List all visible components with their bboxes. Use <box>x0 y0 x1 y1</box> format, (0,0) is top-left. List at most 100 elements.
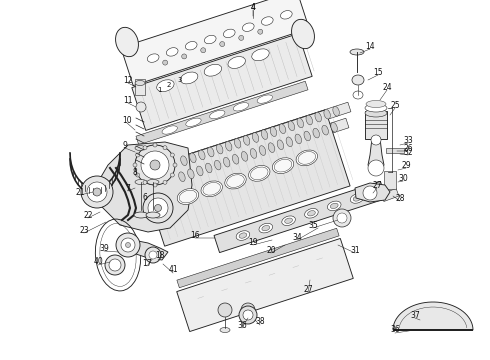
Ellipse shape <box>147 54 159 62</box>
Ellipse shape <box>146 212 160 218</box>
Ellipse shape <box>196 166 203 176</box>
Circle shape <box>150 160 160 170</box>
Ellipse shape <box>134 212 148 218</box>
Ellipse shape <box>233 103 249 111</box>
Circle shape <box>239 306 257 324</box>
Polygon shape <box>136 156 145 174</box>
Ellipse shape <box>280 10 292 19</box>
Ellipse shape <box>179 172 185 181</box>
Ellipse shape <box>232 154 239 164</box>
Circle shape <box>218 303 232 317</box>
Ellipse shape <box>285 218 293 224</box>
Text: 4: 4 <box>250 3 255 12</box>
Circle shape <box>81 176 113 208</box>
Circle shape <box>239 35 244 40</box>
Polygon shape <box>393 302 473 330</box>
Ellipse shape <box>252 49 269 61</box>
Circle shape <box>163 146 167 150</box>
Text: 26: 26 <box>403 144 413 153</box>
Ellipse shape <box>203 183 220 195</box>
Ellipse shape <box>250 149 257 158</box>
Ellipse shape <box>181 156 187 166</box>
Circle shape <box>136 102 146 112</box>
Ellipse shape <box>262 17 273 25</box>
Ellipse shape <box>297 118 303 128</box>
Circle shape <box>143 146 147 150</box>
Circle shape <box>171 153 174 157</box>
Text: 11: 11 <box>123 95 133 104</box>
Ellipse shape <box>274 159 292 172</box>
Ellipse shape <box>217 144 223 154</box>
Ellipse shape <box>296 150 318 166</box>
Ellipse shape <box>365 109 387 117</box>
Ellipse shape <box>288 121 294 131</box>
Polygon shape <box>140 110 350 246</box>
Polygon shape <box>177 238 353 332</box>
Circle shape <box>368 160 384 176</box>
Ellipse shape <box>205 163 212 173</box>
Text: 19: 19 <box>248 238 258 247</box>
Ellipse shape <box>308 211 315 216</box>
Circle shape <box>149 251 157 259</box>
Ellipse shape <box>350 194 364 203</box>
Text: 38: 38 <box>255 318 265 327</box>
Circle shape <box>143 180 147 184</box>
Ellipse shape <box>324 109 330 119</box>
Ellipse shape <box>322 125 328 135</box>
Ellipse shape <box>215 160 221 170</box>
Ellipse shape <box>116 27 139 57</box>
Circle shape <box>163 180 167 184</box>
Circle shape <box>135 145 175 185</box>
Ellipse shape <box>279 124 286 134</box>
Ellipse shape <box>331 122 337 132</box>
Text: 32: 32 <box>403 148 413 157</box>
Circle shape <box>258 29 263 34</box>
Ellipse shape <box>304 131 311 141</box>
Polygon shape <box>365 111 387 139</box>
Text: 21: 21 <box>75 188 85 197</box>
Ellipse shape <box>306 115 313 125</box>
Circle shape <box>154 204 162 212</box>
Circle shape <box>87 182 107 202</box>
Circle shape <box>201 48 206 53</box>
Text: 41: 41 <box>168 266 178 274</box>
Text: 27: 27 <box>303 285 313 294</box>
Circle shape <box>93 188 101 196</box>
Ellipse shape <box>157 80 174 91</box>
Circle shape <box>136 153 140 157</box>
Polygon shape <box>135 79 145 95</box>
Text: 27: 27 <box>372 180 382 189</box>
Polygon shape <box>132 33 312 130</box>
Ellipse shape <box>282 216 295 225</box>
Ellipse shape <box>259 146 266 156</box>
Circle shape <box>133 163 137 167</box>
Text: 8: 8 <box>133 167 137 176</box>
Ellipse shape <box>167 48 178 56</box>
Ellipse shape <box>210 111 225 119</box>
Circle shape <box>116 233 140 257</box>
Ellipse shape <box>257 95 272 103</box>
Ellipse shape <box>223 157 230 167</box>
Polygon shape <box>355 183 390 202</box>
Ellipse shape <box>242 152 248 161</box>
Text: 6: 6 <box>143 193 147 202</box>
Text: 31: 31 <box>350 246 360 255</box>
Ellipse shape <box>330 203 338 208</box>
Polygon shape <box>384 171 396 189</box>
Ellipse shape <box>353 91 363 99</box>
Ellipse shape <box>186 118 201 126</box>
Text: 36: 36 <box>237 320 247 329</box>
Circle shape <box>153 183 157 187</box>
Ellipse shape <box>313 128 319 138</box>
Ellipse shape <box>177 189 198 204</box>
Ellipse shape <box>227 175 244 188</box>
Circle shape <box>333 209 351 227</box>
Ellipse shape <box>261 130 268 139</box>
Text: 17: 17 <box>142 258 152 267</box>
Ellipse shape <box>204 35 216 44</box>
Polygon shape <box>167 118 349 186</box>
Text: 28: 28 <box>395 194 405 202</box>
Ellipse shape <box>228 57 245 68</box>
Text: 1: 1 <box>157 87 161 93</box>
Circle shape <box>148 198 168 218</box>
